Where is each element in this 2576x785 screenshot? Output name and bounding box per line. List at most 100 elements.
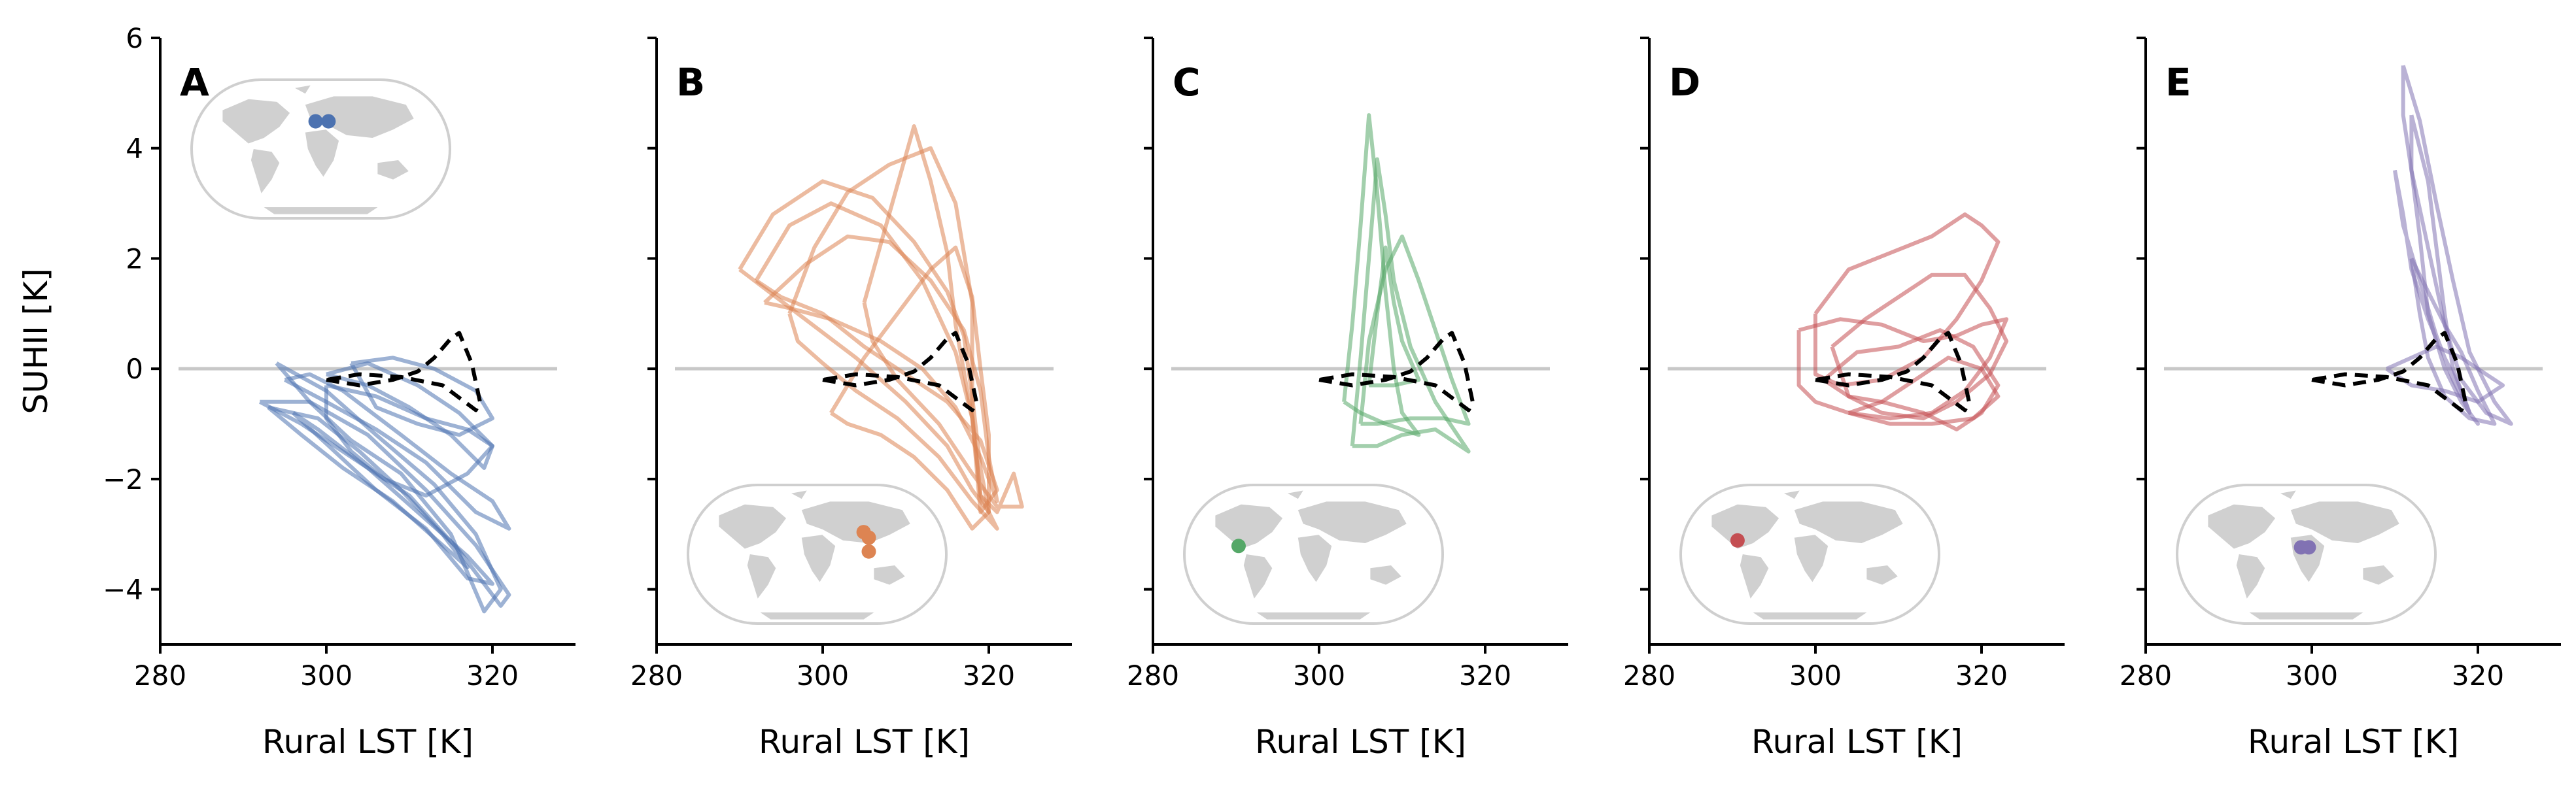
series-loop-5 bbox=[1847, 356, 2001, 426]
city-location-marker-2 bbox=[861, 530, 876, 545]
y-tick-label: 4 bbox=[126, 133, 143, 165]
panel-letter: C bbox=[1173, 60, 1201, 105]
map-landmass-1 bbox=[1215, 504, 1283, 549]
map-landmass-5 bbox=[1370, 565, 1401, 585]
x-tick-label: 320 bbox=[466, 660, 519, 692]
map-landmass-1 bbox=[1711, 504, 1779, 549]
y-tick-label: −2 bbox=[103, 463, 143, 495]
y-tick-label: 2 bbox=[126, 242, 143, 275]
city-location-marker-1 bbox=[1231, 539, 1246, 554]
reference-curve bbox=[2311, 331, 2467, 412]
reference-curve bbox=[822, 331, 978, 412]
x-tick-label: 300 bbox=[300, 660, 352, 692]
series-loop-1 bbox=[1796, 317, 2009, 421]
panel-letter: D bbox=[1669, 60, 1700, 105]
map-landmass-5 bbox=[2363, 565, 2394, 585]
series-loop-6 bbox=[829, 245, 991, 531]
series-loop-5 bbox=[2409, 258, 2497, 426]
series-loop-5 bbox=[763, 234, 999, 503]
panel-letter: E bbox=[2165, 60, 2191, 105]
city-location-marker-1 bbox=[308, 114, 323, 129]
series-loop-4 bbox=[2385, 344, 2505, 404]
map-landmass-7 bbox=[264, 207, 378, 214]
x-tick-label: 300 bbox=[2286, 660, 2338, 692]
x-axis-label: Rural LST [K] bbox=[759, 723, 970, 761]
x-tick-label: 280 bbox=[630, 660, 683, 692]
y-tick-label: 0 bbox=[126, 353, 143, 385]
map-landmass-7 bbox=[760, 612, 874, 620]
map-landmass-4 bbox=[305, 129, 339, 177]
series-loop-2 bbox=[258, 399, 511, 608]
x-tick-label: 280 bbox=[134, 660, 186, 692]
x-tick-label: 300 bbox=[1293, 660, 1345, 692]
series-loop-2 bbox=[2409, 114, 2480, 426]
map-landmass-7 bbox=[1753, 612, 1867, 620]
reference-curve bbox=[1815, 331, 1971, 412]
series-loop-2 bbox=[1350, 157, 1471, 454]
x-tick-label: 300 bbox=[797, 660, 849, 692]
x-axis-label: Rural LST [K] bbox=[1751, 723, 1963, 761]
panel-letter: B bbox=[676, 60, 705, 105]
map-landmass-1 bbox=[719, 504, 787, 549]
map-landmass-5 bbox=[1866, 565, 1898, 585]
world-map-inset bbox=[687, 484, 948, 625]
series-loop-4 bbox=[1822, 328, 2001, 431]
series-loop-1 bbox=[275, 361, 503, 614]
map-landmass-3 bbox=[305, 96, 414, 138]
x-tick-label: 320 bbox=[1459, 660, 1511, 692]
world-map-inset bbox=[190, 78, 451, 220]
map-landmass-1 bbox=[2208, 504, 2276, 549]
map-landmass-2 bbox=[747, 554, 776, 599]
series-loop-7 bbox=[349, 356, 494, 437]
reference-curve bbox=[1318, 331, 1475, 412]
series-loop-4 bbox=[326, 361, 494, 470]
x-tick-label: 280 bbox=[1127, 660, 1179, 692]
x-tick-label: 320 bbox=[1955, 660, 2008, 692]
map-landmass-3 bbox=[1297, 501, 1407, 543]
world-map-inset bbox=[2176, 484, 2437, 625]
map-landmass-6 bbox=[1288, 490, 1303, 499]
map-landmass-3 bbox=[801, 501, 910, 543]
x-tick-label: 280 bbox=[1623, 660, 1675, 692]
map-landmass-4 bbox=[801, 535, 836, 582]
series-loop-2 bbox=[1813, 212, 2001, 388]
y-axis-label: SUHII [K] bbox=[17, 268, 55, 414]
series-loop-3 bbox=[1830, 273, 2009, 421]
y-tick-label: −4 bbox=[103, 574, 143, 606]
city-location-marker-3 bbox=[861, 544, 876, 559]
city-location-marker-2 bbox=[2301, 540, 2316, 555]
series-loop-5 bbox=[267, 405, 470, 569]
x-axis-label: Rural LST [K] bbox=[262, 723, 473, 761]
x-axis-label: Rural LST [K] bbox=[1255, 723, 1466, 761]
map-landmass-2 bbox=[250, 149, 280, 193]
world-map-inset bbox=[1183, 484, 1444, 625]
panel-d: 280 300 320 Rural LST [K] D bbox=[1623, 37, 2065, 761]
world-map-inset bbox=[1679, 484, 1940, 625]
map-landmass-3 bbox=[1794, 501, 1903, 543]
map-landmass-1 bbox=[222, 99, 290, 144]
panel-a: −4 −2 0 2 4 6 280 300 320 Rural LST [K] A bbox=[103, 22, 575, 761]
series-loop-4 bbox=[1367, 245, 1421, 388]
panel-e: 280 300 320 Rural LST [K] E bbox=[2120, 37, 2561, 761]
reference-curve bbox=[326, 331, 482, 412]
city-location-marker-2 bbox=[321, 114, 336, 129]
map-landmass-5 bbox=[377, 160, 409, 180]
map-landmass-5 bbox=[874, 565, 905, 585]
map-landmass-2 bbox=[1243, 554, 1273, 599]
map-landmass-4 bbox=[1297, 535, 1332, 582]
series-loop-4 bbox=[738, 179, 991, 514]
map-landmass-3 bbox=[2290, 501, 2399, 543]
map-landmass-2 bbox=[2236, 554, 2265, 599]
map-landmass-7 bbox=[2249, 612, 2363, 620]
panel-b: 280 300 320 Rural LST [K] B bbox=[630, 37, 1072, 761]
y-tick-label: 6 bbox=[126, 22, 143, 54]
map-landmass-6 bbox=[1784, 490, 1800, 499]
series-loop-8 bbox=[292, 411, 494, 586]
x-tick-label: 280 bbox=[2120, 660, 2172, 692]
map-landmass-6 bbox=[791, 490, 807, 499]
map-landmass-7 bbox=[1256, 612, 1371, 620]
map-landmass-4 bbox=[1794, 535, 1829, 582]
x-tick-label: 300 bbox=[1789, 660, 1842, 692]
series-loop-6 bbox=[324, 383, 494, 498]
